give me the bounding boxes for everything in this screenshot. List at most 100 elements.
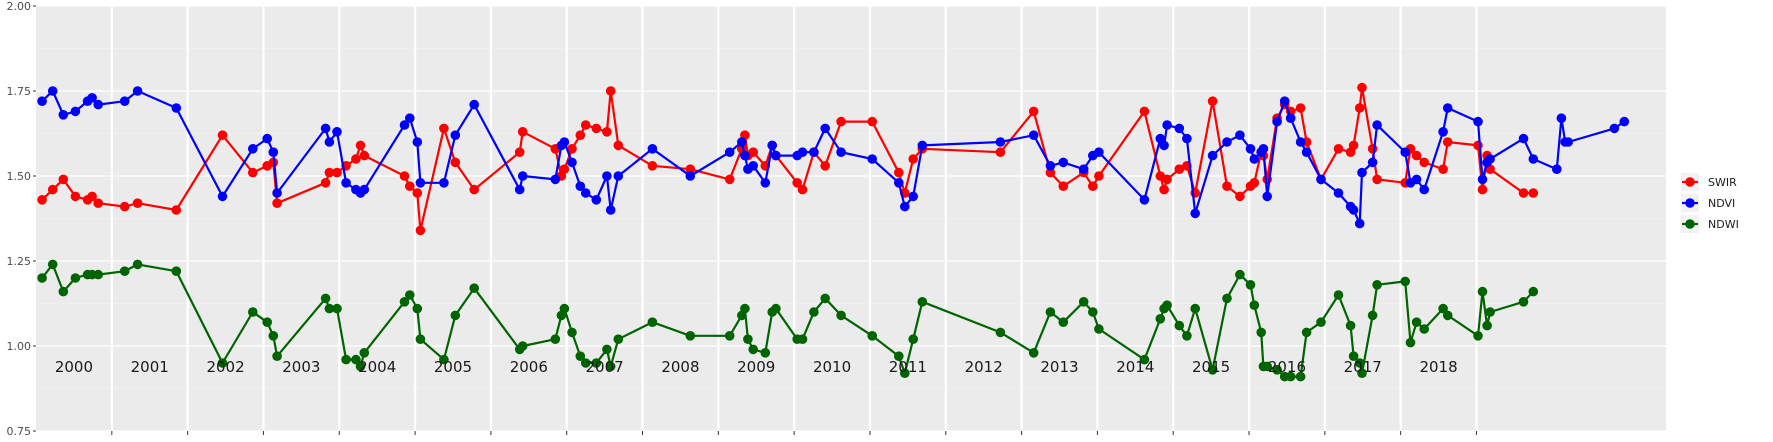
data-point-ndwi xyxy=(1333,290,1344,300)
data-point-ndvi xyxy=(359,184,370,195)
data-point-swir xyxy=(797,184,808,195)
data-point-ndvi xyxy=(1357,167,1367,178)
data-point-ndvi xyxy=(1094,147,1104,157)
data-point-ndvi xyxy=(37,96,47,106)
data-point-ndwi xyxy=(1256,327,1266,338)
data-point-ndvi xyxy=(1222,137,1232,147)
year-label-2003: 2003 xyxy=(282,358,320,376)
year-label-2015: 2015 xyxy=(1192,358,1230,376)
legend-marker-ndwi xyxy=(1685,219,1695,229)
data-point-swir xyxy=(1207,96,1218,106)
data-point-swir xyxy=(613,140,624,151)
series-line-ndwi xyxy=(41,263,1535,378)
data-point-swir xyxy=(1162,174,1172,185)
data-point-ndvi xyxy=(514,184,525,195)
data-point-swir xyxy=(1159,184,1169,195)
data-point-ndwi xyxy=(748,344,758,355)
data-point-ndvi xyxy=(517,171,528,181)
data-point-swir xyxy=(132,198,143,208)
data-point-swir xyxy=(272,198,282,208)
data-point-ndwi xyxy=(820,293,830,304)
data-point-swir xyxy=(1295,103,1306,113)
data-point-ndvi xyxy=(412,137,423,147)
data-point-ndwi xyxy=(797,334,808,345)
legend-label-ndwi: NDWI xyxy=(1708,218,1739,231)
data-point-swir xyxy=(399,171,410,181)
data-point-ndvi xyxy=(1367,157,1378,168)
data-point-ndwi xyxy=(332,303,342,314)
data-point-ndvi xyxy=(1245,144,1256,154)
data-point-ndvi xyxy=(1159,140,1169,151)
data-point-swir xyxy=(1354,103,1365,113)
data-point-swir xyxy=(355,140,366,151)
data-point-ndwi xyxy=(1045,307,1056,317)
data-point-ndwi xyxy=(559,303,570,314)
data-point-ndwi xyxy=(1094,324,1104,334)
data-point-ndvi xyxy=(550,174,561,185)
data-point-ndvi xyxy=(1045,161,1056,171)
data-point-ndwi xyxy=(70,273,81,283)
data-point-ndwi xyxy=(1354,358,1365,368)
data-point-ndvi xyxy=(1619,116,1630,127)
data-point-ndvi xyxy=(1609,123,1620,134)
legend-label-swir: SWIR xyxy=(1708,176,1737,189)
data-point-ndwi xyxy=(37,273,47,283)
data-point-ndvi xyxy=(399,120,410,130)
data-point-ndvi xyxy=(605,205,616,215)
data-point-ndvi xyxy=(1518,133,1529,144)
data-point-ndvi xyxy=(332,127,342,137)
data-point-ndvi xyxy=(1552,164,1562,174)
data-point-ndwi xyxy=(1485,307,1495,317)
data-point-ndvi xyxy=(405,113,415,123)
data-point-ndwi xyxy=(605,361,616,372)
year-label-2005: 2005 xyxy=(434,358,472,376)
data-point-ndwi xyxy=(1316,317,1326,328)
data-point-swir xyxy=(1088,181,1098,191)
data-point-ndvi xyxy=(58,110,69,120)
data-point-ndwi xyxy=(268,331,279,341)
year-label-2006: 2006 xyxy=(510,358,548,376)
data-point-swir xyxy=(332,167,342,178)
data-point-ndvi xyxy=(469,99,480,110)
year-label-2002: 2002 xyxy=(206,358,244,376)
year-label-2010: 2010 xyxy=(813,358,851,376)
data-point-ndvi xyxy=(1477,174,1488,185)
data-point-ndvi xyxy=(1162,120,1172,130)
data-point-ndwi xyxy=(567,327,577,338)
data-point-ndvi xyxy=(1182,133,1192,144)
data-point-swir xyxy=(602,127,612,137)
data-point-ndvi xyxy=(820,123,830,134)
data-point-ndvi xyxy=(602,171,612,181)
data-point-ndvi xyxy=(1316,174,1326,185)
data-point-swir xyxy=(1367,144,1378,154)
data-point-swir xyxy=(1528,188,1539,198)
data-point-ndwi xyxy=(517,341,528,351)
data-point-ndwi xyxy=(359,348,370,358)
data-point-ndvi xyxy=(47,86,58,96)
data-point-ndvi xyxy=(900,201,910,212)
data-point-ndwi xyxy=(1235,269,1245,280)
data-point-ndvi xyxy=(1528,154,1539,164)
data-point-ndvi xyxy=(1400,147,1410,157)
y-axis: 0.75 1.00 1.25 1.50 1.75 2.00 xyxy=(7,0,36,438)
data-point-ndwi xyxy=(1348,351,1359,362)
data-point-swir xyxy=(324,167,335,178)
data-point-ndvi xyxy=(748,161,758,171)
data-point-ndwi xyxy=(320,293,331,304)
data-point-ndvi xyxy=(1419,184,1429,195)
data-point-ndvi xyxy=(995,137,1006,147)
data-point-ndwi xyxy=(1262,361,1272,372)
data-point-swir xyxy=(567,144,577,154)
data-point-swir xyxy=(320,178,331,188)
data-point-ndvi xyxy=(809,147,819,157)
data-point-ndvi xyxy=(1473,116,1483,127)
y-tick-label: 1.50 xyxy=(7,170,32,183)
data-point-ndvi xyxy=(439,178,449,188)
year-label-2013: 2013 xyxy=(1040,358,1078,376)
data-point-ndvi xyxy=(1485,154,1495,164)
data-point-ndvi xyxy=(1190,208,1200,219)
data-point-swir xyxy=(792,178,802,188)
year-label-2014: 2014 xyxy=(1116,358,1154,376)
data-point-swir xyxy=(575,130,586,140)
data-point-ndvi xyxy=(797,147,808,157)
